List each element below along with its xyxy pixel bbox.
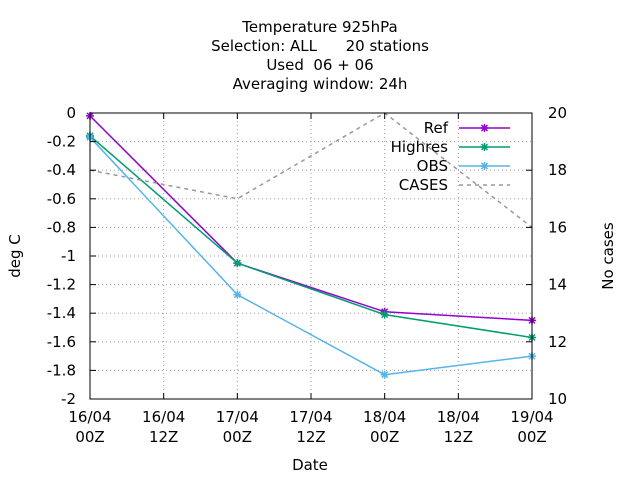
legend-label-obs: OBS	[417, 157, 448, 175]
y2-tick-label: 16	[548, 218, 567, 236]
y-tick-label: -2	[61, 390, 76, 408]
data-point-obs	[233, 290, 242, 299]
y-tick-label: -1.4	[47, 304, 76, 322]
y-tick-label: -1.2	[47, 276, 76, 294]
y2-tick-label: 14	[548, 276, 567, 294]
y-tick-label: -0.6	[47, 190, 76, 208]
legend-label-ref: Ref	[424, 119, 449, 137]
x-tick-label: 00Z	[517, 428, 546, 446]
legend-marker-ref	[480, 124, 489, 132]
y2-tick-label: 12	[548, 333, 567, 351]
data-point-highres	[233, 259, 242, 268]
y2-tick-label: 18	[548, 161, 567, 179]
chart-title-line: Temperature 925hPa	[241, 18, 398, 36]
x-tick-label: 12Z	[149, 428, 178, 446]
y-tick-label: -0.2	[47, 133, 76, 151]
x-tick-label: 18/04	[437, 408, 480, 426]
x-tick-label: 12Z	[296, 428, 325, 446]
data-point-highres	[380, 310, 389, 319]
y2-axis-label: No cases	[599, 222, 617, 290]
chart-title-line: Averaging window: 24h	[233, 75, 408, 93]
data-point-obs	[380, 370, 389, 379]
x-tick-label: 17/04	[216, 408, 259, 426]
y-tick-label: -0.4	[47, 161, 76, 179]
series-line-ref	[89, 115, 533, 322]
y-tick-label: -1.6	[47, 333, 76, 351]
y2-tick-label: 10	[548, 390, 567, 408]
x-tick-label: 16/04	[142, 408, 185, 426]
x-tick-label: 00Z	[223, 428, 252, 446]
x-tick-label: 19/04	[510, 408, 553, 426]
x-axis-label: Date	[292, 456, 328, 474]
y-tick-label: -0.8	[47, 218, 76, 236]
y-axis-label: deg C	[6, 234, 24, 278]
x-tick-label: 00Z	[370, 428, 399, 446]
legend-marker-highres	[480, 143, 489, 151]
legend-marker-obs	[480, 162, 489, 170]
series-line-cases	[89, 112, 533, 228]
series-line-obs	[89, 136, 533, 376]
legend-label-highres: Highres	[391, 138, 449, 156]
x-tick-label: 18/04	[363, 408, 406, 426]
x-tick-label: 12Z	[444, 428, 473, 446]
x-tick-label: 16/04	[68, 408, 111, 426]
y-tick-label: -1.8	[47, 361, 76, 379]
y-tick-label: 0	[66, 104, 76, 122]
y-tick-label: -1	[61, 247, 76, 265]
chart-title-line: Used 06 + 06	[266, 56, 373, 74]
series-line-highres	[89, 135, 533, 339]
chart-title-line: Selection: ALL 20 stations	[211, 37, 429, 55]
legend-label-cases: CASES	[399, 176, 448, 194]
y2-tick-label: 20	[548, 104, 567, 122]
x-tick-label: 00Z	[75, 428, 104, 446]
x-tick-label: 17/04	[289, 408, 332, 426]
